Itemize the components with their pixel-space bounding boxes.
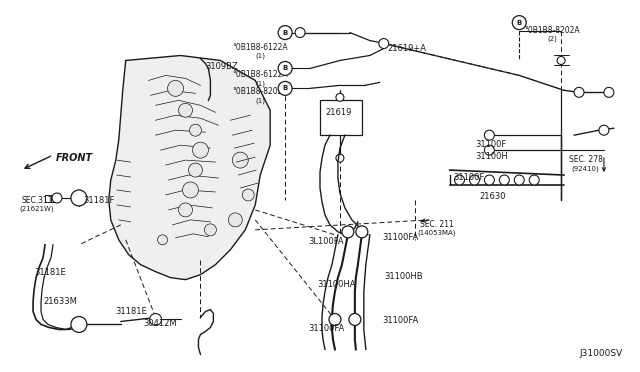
Circle shape [278, 26, 292, 39]
Text: 31181F: 31181F [83, 196, 115, 205]
Circle shape [71, 190, 87, 206]
Text: B: B [282, 30, 288, 36]
Text: 31100FA: 31100FA [383, 233, 419, 242]
Circle shape [329, 314, 341, 326]
Circle shape [179, 203, 193, 217]
Text: (92410): (92410) [571, 165, 599, 171]
Circle shape [469, 175, 479, 185]
Circle shape [189, 163, 202, 177]
Text: °0B1B8-6122A: °0B1B8-6122A [232, 70, 288, 80]
Text: SEC. 211: SEC. 211 [420, 220, 453, 229]
Circle shape [529, 175, 539, 185]
Circle shape [278, 81, 292, 95]
Text: (14053MA): (14053MA) [418, 230, 456, 236]
Text: FRONT: FRONT [56, 153, 93, 163]
Text: °0B1B8-8202A: °0B1B8-8202A [524, 26, 580, 35]
Text: 21633M: 21633M [43, 296, 77, 305]
Circle shape [182, 182, 198, 198]
Text: 31100FA: 31100FA [308, 324, 344, 333]
Text: 31181E: 31181E [34, 268, 66, 277]
Polygon shape [109, 55, 270, 280]
Circle shape [484, 175, 494, 185]
Text: B: B [516, 20, 522, 26]
Text: 31100F: 31100F [476, 140, 507, 149]
Text: 31100HA: 31100HA [317, 280, 355, 289]
Circle shape [454, 175, 465, 185]
Circle shape [150, 314, 161, 326]
Text: 21619: 21619 [325, 108, 351, 117]
Text: 21630: 21630 [479, 192, 506, 201]
Circle shape [52, 193, 62, 203]
Circle shape [557, 57, 565, 64]
Circle shape [157, 235, 168, 245]
Circle shape [349, 314, 361, 326]
Circle shape [379, 39, 388, 48]
Circle shape [484, 145, 494, 155]
Circle shape [295, 28, 305, 38]
Text: 31100H: 31100H [476, 152, 508, 161]
Text: 3109BZ: 3109BZ [205, 62, 238, 71]
Text: 31181E: 31181E [116, 307, 147, 315]
Text: 31100FA: 31100FA [383, 315, 419, 324]
Text: 31100HB: 31100HB [385, 272, 424, 281]
Circle shape [243, 189, 254, 201]
Bar [320, 100, 362, 135]
Circle shape [204, 224, 216, 236]
Text: B: B [282, 85, 288, 92]
Circle shape [484, 130, 494, 140]
Text: (1): (1) [255, 97, 265, 104]
Text: 31100F: 31100F [454, 173, 484, 182]
Text: B: B [282, 65, 288, 71]
Circle shape [232, 152, 248, 168]
Text: J31000SV: J31000SV [579, 349, 622, 358]
Text: (1): (1) [255, 52, 265, 59]
Circle shape [179, 103, 193, 117]
Circle shape [356, 226, 368, 238]
Circle shape [228, 213, 243, 227]
Text: °0B1B8-6122A: °0B1B8-6122A [232, 42, 288, 52]
Text: SEC. 278: SEC. 278 [569, 155, 603, 164]
Text: (2): (2) [547, 36, 557, 42]
Circle shape [604, 87, 614, 97]
Circle shape [512, 16, 526, 30]
Circle shape [336, 93, 344, 101]
Circle shape [193, 142, 209, 158]
Text: °0B1B8-8202A: °0B1B8-8202A [232, 87, 288, 96]
Circle shape [499, 175, 509, 185]
Circle shape [574, 87, 584, 97]
Circle shape [71, 317, 87, 333]
Circle shape [168, 80, 184, 96]
Circle shape [278, 61, 292, 76]
Text: SEC.311: SEC.311 [21, 196, 52, 205]
Circle shape [189, 124, 202, 136]
Text: (21621W): (21621W) [19, 206, 54, 212]
Text: 21619+A: 21619+A [388, 44, 427, 52]
Text: 3L100FA: 3L100FA [308, 237, 344, 246]
Circle shape [336, 154, 344, 162]
Circle shape [515, 175, 524, 185]
Text: 30412M: 30412M [143, 320, 177, 328]
Text: (1): (1) [255, 80, 265, 87]
Circle shape [599, 125, 609, 135]
Circle shape [342, 226, 354, 238]
